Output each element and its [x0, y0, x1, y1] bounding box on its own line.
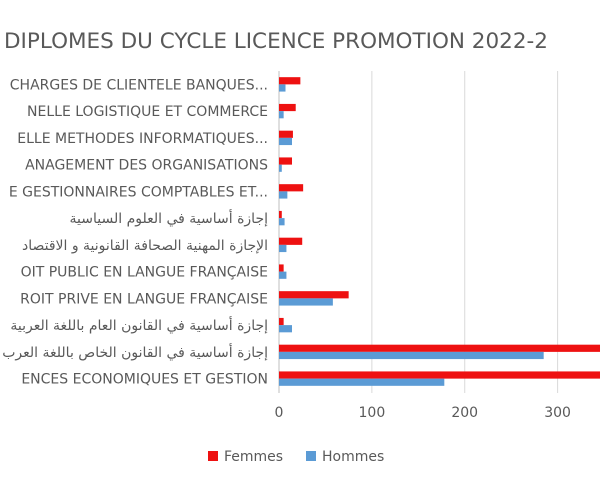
category-label: ANAGEMENT DES ORGANISATIONS	[25, 158, 268, 174]
x-tick-label: 300	[544, 405, 571, 421]
legend-label: Femmes	[224, 449, 283, 465]
category-label: إجازة أساسية في القانون الخاص باللغة الع…	[2, 343, 268, 361]
bar-femmes	[279, 317, 284, 326]
bar-femmes	[279, 344, 600, 352]
x-tick-label: 100	[359, 405, 386, 421]
category-label: OIT PUBLIC EN LANGUE FRANÇAISE	[21, 265, 268, 281]
bar-femmes	[279, 157, 293, 165]
category-label: E GESTIONNAIRES COMPTABLES ET...	[9, 184, 268, 200]
legend-label: Hommes	[322, 449, 384, 465]
bar-femmes	[279, 77, 301, 85]
legend-swatch	[208, 451, 218, 461]
x-tick-label: 200	[451, 405, 478, 421]
bar-hommes	[279, 111, 284, 119]
bar-hommes	[279, 244, 287, 253]
bar-hommes	[279, 298, 333, 306]
bar-hommes	[279, 164, 282, 172]
bar-hommes	[279, 191, 288, 199]
bar-hommes	[279, 137, 293, 146]
category-label: ENCES ECONOMIQUES ET GESTION	[21, 372, 268, 388]
category-label: ROIT PRIVE EN LANGUE FRANÇAISE	[20, 291, 268, 307]
bar-hommes	[279, 218, 285, 226]
bar-femmes	[279, 291, 349, 299]
category-label: ELLE METHODES INFORMATIQUES...	[17, 131, 268, 147]
category-label: CHARGES DE CLIENTELE BANQUES...	[10, 77, 268, 93]
bar-hommes	[279, 84, 286, 92]
bar-femmes	[279, 371, 600, 379]
bar-hommes	[279, 351, 544, 360]
bar-femmes	[279, 237, 303, 245]
bar-femmes	[279, 130, 293, 138]
bar-hommes	[279, 378, 445, 386]
category-label: NELLE LOGISTIQUE ET COMMERCE	[27, 104, 268, 120]
bar-femmes	[279, 103, 296, 112]
category-label: الإجازة المهنية الصحافة القانونية و الاق…	[22, 238, 268, 254]
bar-femmes	[279, 210, 282, 219]
bar-hommes	[279, 325, 293, 333]
bar-femmes	[279, 264, 284, 272]
legend-swatch	[306, 451, 316, 461]
bar-hommes	[279, 271, 287, 279]
x-tick-label: 0	[275, 405, 284, 421]
bar-femmes	[279, 184, 304, 192]
category-label: إجازة أساسية في العلوم السياسية	[70, 209, 269, 227]
category-label: إجازة أساسية في القانون العام باللغة الع…	[10, 316, 268, 334]
chart-title: DIPLOMES DU CYCLE LICENCE PROMOTION 2022…	[4, 29, 548, 54]
